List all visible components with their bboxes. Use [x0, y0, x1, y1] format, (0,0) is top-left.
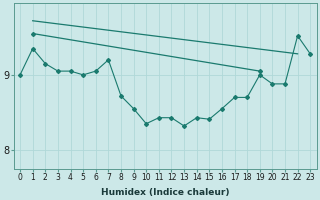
X-axis label: Humidex (Indice chaleur): Humidex (Indice chaleur) [101, 188, 229, 197]
